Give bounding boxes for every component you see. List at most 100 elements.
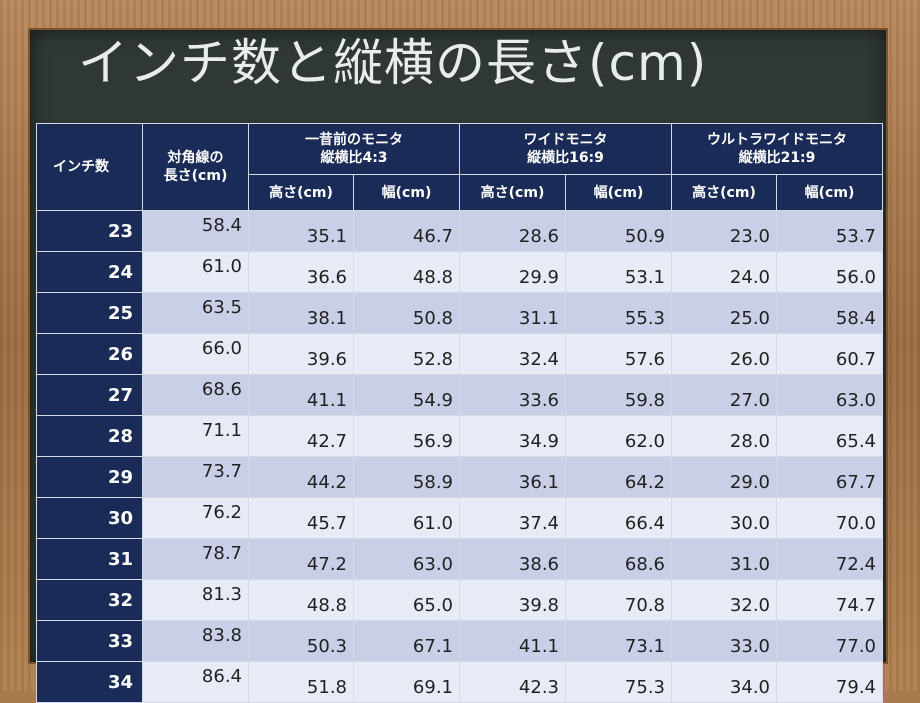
table-row: 29 73.7 44.2 58.9 36.1 64.2 29.0 67.7 xyxy=(36,456,883,498)
cell-width-16-9: 68.6 xyxy=(565,538,672,580)
cell-width-4-3: 48.8 xyxy=(353,251,460,293)
cell-height-16-9: 29.9 xyxy=(459,251,566,293)
cell-inch: 25 xyxy=(36,292,143,334)
cell-width-4-3: 52.8 xyxy=(353,333,460,375)
cell-diagonal: 71.1 xyxy=(142,415,249,457)
cell-height-21-9: 33.0 xyxy=(671,620,777,662)
cell-inch: 32 xyxy=(36,579,143,621)
header-group-16-9: ワイドモニタ 縦横比16:9 xyxy=(459,123,672,175)
cell-height-16-9: 33.6 xyxy=(459,374,566,416)
cell-height-4-3: 45.7 xyxy=(248,497,354,539)
cell-width-4-3: 58.9 xyxy=(353,456,460,498)
header-height-4-3: 高さ(cm) xyxy=(248,174,354,211)
cell-height-4-3: 39.6 xyxy=(248,333,354,375)
cell-height-4-3: 38.1 xyxy=(248,292,354,334)
cell-diagonal: 63.5 xyxy=(142,292,249,334)
cell-width-21-9: 58.4 xyxy=(776,292,883,334)
cell-diagonal: 66.0 xyxy=(142,333,249,375)
cell-diagonal: 68.6 xyxy=(142,374,249,416)
cell-height-4-3: 51.8 xyxy=(248,661,354,703)
cell-width-21-9: 70.0 xyxy=(776,497,883,539)
cell-diagonal: 73.7 xyxy=(142,456,249,498)
header-inch: インチ数 xyxy=(36,123,143,211)
header-group-4-3: 一昔前のモニタ 縦横比4:3 xyxy=(248,123,460,175)
table-row: 25 63.5 38.1 50.8 31.1 55.3 25.0 58.4 xyxy=(36,292,883,334)
cell-height-21-9: 29.0 xyxy=(671,456,777,498)
table-row: 23 58.4 35.1 46.7 28.6 50.9 23.0 53.7 xyxy=(36,210,883,252)
cell-height-16-9: 32.4 xyxy=(459,333,566,375)
cell-diagonal: 86.4 xyxy=(142,661,249,703)
cell-width-4-3: 67.1 xyxy=(353,620,460,662)
cell-height-16-9: 28.6 xyxy=(459,210,566,252)
cell-width-4-3: 69.1 xyxy=(353,661,460,703)
table-row: 28 71.1 42.7 56.9 34.9 62.0 28.0 65.4 xyxy=(36,415,883,457)
cell-diagonal: 83.8 xyxy=(142,620,249,662)
table-row: 27 68.6 41.1 54.9 33.6 59.8 27.0 63.0 xyxy=(36,374,883,416)
cell-width-16-9: 66.4 xyxy=(565,497,672,539)
cell-width-4-3: 54.9 xyxy=(353,374,460,416)
cell-height-4-3: 47.2 xyxy=(248,538,354,580)
cell-inch: 26 xyxy=(36,333,143,375)
monitor-size-table: インチ数 対角線の 長さ(cm) 一昔前のモニタ 縦横比4:3 ワイドモニタ 縦… xyxy=(36,123,883,703)
cell-width-21-9: 72.4 xyxy=(776,538,883,580)
cell-width-21-9: 79.4 xyxy=(776,661,883,703)
cell-diagonal: 76.2 xyxy=(142,497,249,539)
cell-height-21-9: 27.0 xyxy=(671,374,777,416)
cell-height-16-9: 34.9 xyxy=(459,415,566,457)
cell-width-4-3: 65.0 xyxy=(353,579,460,621)
header-width-21-9: 幅(cm) xyxy=(776,174,883,211)
cell-width-21-9: 56.0 xyxy=(776,251,883,293)
header-group-21-9: ウルトラワイドモニタ 縦横比21:9 xyxy=(671,123,883,175)
cell-height-21-9: 25.0 xyxy=(671,292,777,334)
cell-height-4-3: 44.2 xyxy=(248,456,354,498)
cell-width-16-9: 75.3 xyxy=(565,661,672,703)
cell-height-16-9: 36.1 xyxy=(459,456,566,498)
cell-height-16-9: 38.6 xyxy=(459,538,566,580)
header-width-4-3: 幅(cm) xyxy=(353,174,460,211)
cell-height-16-9: 31.1 xyxy=(459,292,566,334)
cell-height-21-9: 31.0 xyxy=(671,538,777,580)
cell-inch: 23 xyxy=(36,210,143,252)
cell-height-21-9: 26.0 xyxy=(671,333,777,375)
header-height-21-9: 高さ(cm) xyxy=(671,174,777,211)
cell-width-21-9: 67.7 xyxy=(776,456,883,498)
cell-inch: 28 xyxy=(36,415,143,457)
table-row: 32 81.3 48.8 65.0 39.8 70.8 32.0 74.7 xyxy=(36,579,883,621)
header-width-16-9: 幅(cm) xyxy=(565,174,672,211)
table-row: 24 61.0 36.6 48.8 29.9 53.1 24.0 56.0 xyxy=(36,251,883,293)
cell-height-4-3: 36.6 xyxy=(248,251,354,293)
cell-height-21-9: 34.0 xyxy=(671,661,777,703)
cell-width-4-3: 46.7 xyxy=(353,210,460,252)
cell-width-21-9: 77.0 xyxy=(776,620,883,662)
cell-height-21-9: 30.0 xyxy=(671,497,777,539)
cell-height-16-9: 41.1 xyxy=(459,620,566,662)
cell-diagonal: 58.4 xyxy=(142,210,249,252)
cell-height-21-9: 24.0 xyxy=(671,251,777,293)
cell-width-21-9: 74.7 xyxy=(776,579,883,621)
cell-width-4-3: 56.9 xyxy=(353,415,460,457)
cell-width-21-9: 65.4 xyxy=(776,415,883,457)
cell-height-4-3: 42.7 xyxy=(248,415,354,457)
cell-height-16-9: 37.4 xyxy=(459,497,566,539)
cell-inch: 29 xyxy=(36,456,143,498)
cell-height-4-3: 35.1 xyxy=(248,210,354,252)
cell-inch: 34 xyxy=(36,661,143,703)
cell-inch: 33 xyxy=(36,620,143,662)
cell-diagonal: 61.0 xyxy=(142,251,249,293)
cell-diagonal: 81.3 xyxy=(142,579,249,621)
cell-inch: 31 xyxy=(36,538,143,580)
table-body: 23 58.4 35.1 46.7 28.6 50.9 23.0 53.7 24 61.0 36.6… xyxy=(36,210,883,703)
cell-width-21-9: 53.7 xyxy=(776,210,883,252)
cell-width-21-9: 63.0 xyxy=(776,374,883,416)
cell-height-21-9: 23.0 xyxy=(671,210,777,252)
table-row: 33 83.8 50.3 67.1 41.1 73.1 33.0 77.0 xyxy=(36,620,883,662)
cell-width-4-3: 50.8 xyxy=(353,292,460,334)
cell-diagonal: 78.7 xyxy=(142,538,249,580)
table-row: 31 78.7 47.2 63.0 38.6 68.6 31.0 72.4 xyxy=(36,538,883,580)
cell-width-21-9: 60.7 xyxy=(776,333,883,375)
table-row: 30 76.2 45.7 61.0 37.4 66.4 30.0 70.0 xyxy=(36,497,883,539)
cell-height-21-9: 32.0 xyxy=(671,579,777,621)
header-diagonal: 対角線の 長さ(cm) xyxy=(142,123,249,211)
table-row: 26 66.0 39.6 52.8 32.4 57.6 26.0 60.7 xyxy=(36,333,883,375)
cell-width-16-9: 70.8 xyxy=(565,579,672,621)
